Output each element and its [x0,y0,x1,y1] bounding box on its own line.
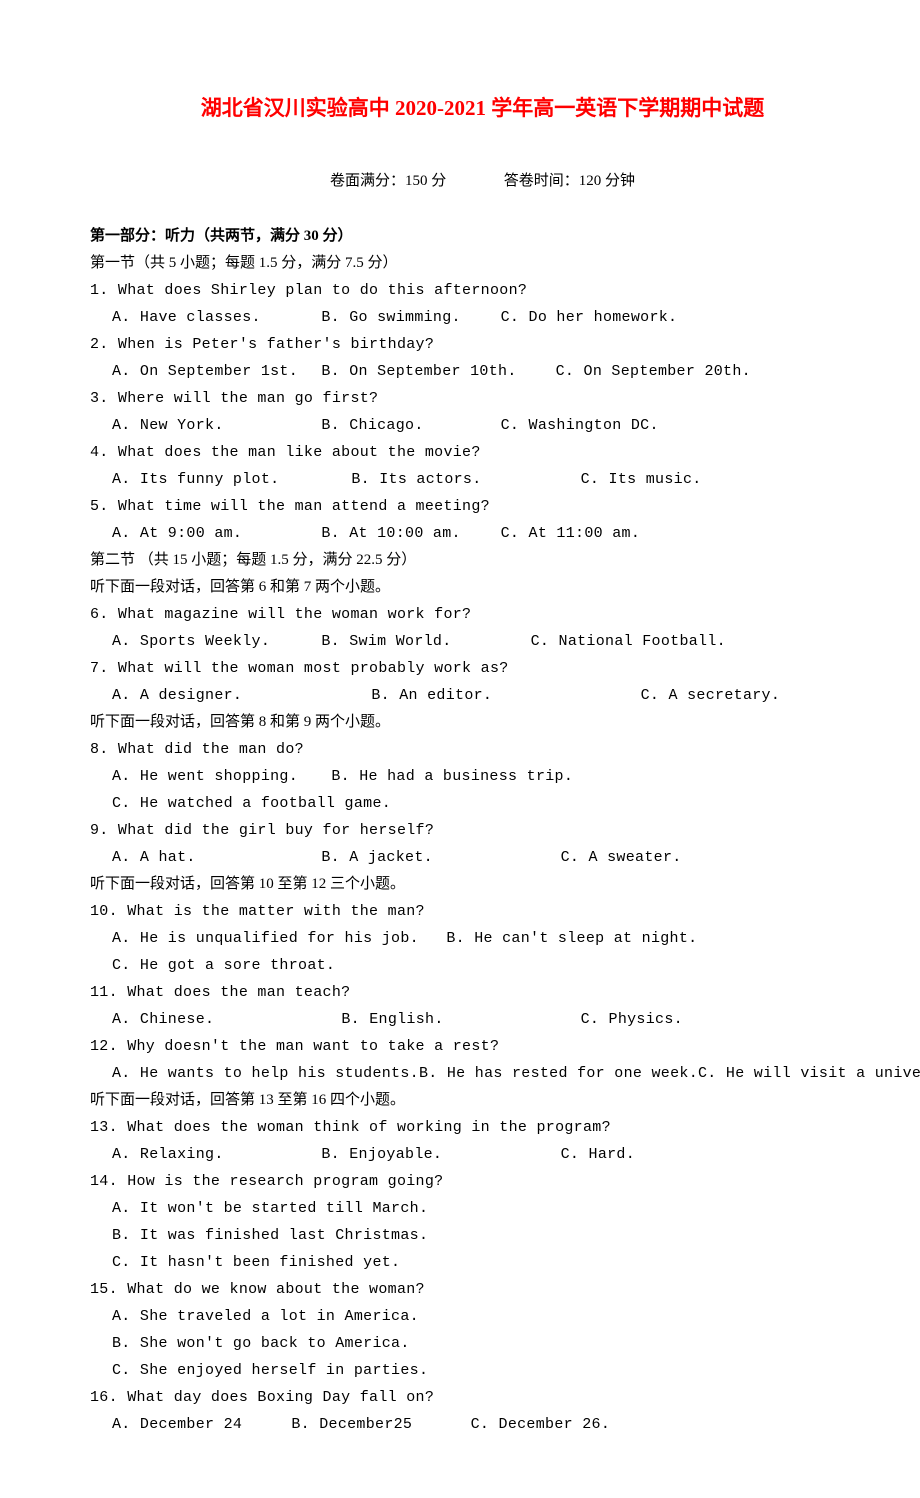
exam-subtitle: 卷面满分：150 分 答卷时间：120 分钟 [90,168,875,195]
q9-option-a: A. A hat. [112,844,312,871]
question-4-options: A. Its funny plot. B. Its actors. C. Its… [90,466,875,493]
q7-option-c: C. A secretary. [641,682,781,709]
q13-option-c: C. Hard. [561,1141,635,1168]
question-14-options: A. It won't be started till March. B. It… [90,1195,875,1276]
question-9-options: A. A hat. B. A jacket. C. A sweater. [90,844,875,871]
question-13-options: A. Relaxing. B. Enjoyable. C. Hard. [90,1141,875,1168]
q4-option-c: C. Its music. [581,466,702,493]
question-10: 10. What is the matter with the man? [90,898,875,925]
question-12: 12. Why doesn't the man want to take a r… [90,1033,875,1060]
q15-option-a: A. She traveled a lot in America. [112,1303,875,1330]
q2-option-a: A. On September 1st. [112,358,312,385]
q5-option-b: B. At 10:00 am. [321,520,491,547]
q6-option-a: A. Sports Weekly. [112,628,312,655]
q15-option-b: B. She won't go back to America. [112,1330,875,1357]
section-2-sub: 第二节 （共 15 小题；每题 1.5 分，满分 22.5 分） [90,547,875,574]
q10-option-b: B. He can't sleep at night. [446,925,726,952]
exam-title: 湖北省汉川实验高中 2020-2021 学年高一英语下学期期中试题 [90,90,875,128]
q6-option-c: C. National Football. [531,628,726,655]
q12-option-b: B. He has rested for one week. [419,1060,698,1087]
instruction-6-7: 听下面一段对话，回答第 6 和第 7 两个小题。 [90,574,875,601]
question-12-options: A. He wants to help his students. B. He … [90,1060,875,1087]
q16-option-b: B. December25 [291,1411,461,1438]
q5-option-c: C. At 11:00 am. [501,520,641,547]
q13-option-a: A. Relaxing. [112,1141,312,1168]
q11-option-c: C. Physics. [581,1006,683,1033]
question-2-options: A. On September 1st. B. On September 10t… [90,358,875,385]
question-4: 4. What does the man like about the movi… [90,439,875,466]
question-3: 3. Where will the man go first? [90,385,875,412]
full-score: 卷面满分：150 分 [330,173,446,189]
q1-option-c: C. Do her homework. [501,304,678,331]
q9-option-c: C. A sweater. [561,844,682,871]
question-7-options: A. A designer. B. An editor. C. A secret… [90,682,875,709]
q2-option-b: B. On September 10th. [321,358,546,385]
q11-option-b: B. English. [341,1006,571,1033]
q1-option-a: A. Have classes. [112,304,312,331]
q15-option-c: C. She enjoyed herself in parties. [112,1357,875,1384]
instruction-8-9: 听下面一段对话，回答第 8 和第 9 两个小题。 [90,709,875,736]
q4-option-a: A. Its funny plot. [112,466,342,493]
question-7: 7. What will the woman most probably wor… [90,655,875,682]
q4-option-b: B. Its actors. [351,466,571,493]
q8-option-b: B. He had a business trip. [331,763,591,790]
q9-option-b: B. A jacket. [321,844,551,871]
question-11: 11. What does the man teach? [90,979,875,1006]
question-15-options: A. She traveled a lot in America. B. She… [90,1303,875,1384]
q14-option-c: C. It hasn't been finished yet. [112,1249,875,1276]
q7-option-a: A. A designer. [112,682,362,709]
question-13: 13. What does the woman think of working… [90,1114,875,1141]
q5-option-a: A. At 9:00 am. [112,520,312,547]
question-6: 6. What magazine will the woman work for… [90,601,875,628]
q12-option-c: C. He will visit a university. [698,1060,920,1087]
question-10-options: A. He is unqualified for his job. B. He … [90,925,875,979]
instruction-13-16: 听下面一段对话，回答第 13 至第 16 四个小题。 [90,1087,875,1114]
section-1-sub: 第一节（共 5 小题；每题 1.5 分，满分 7.5 分） [90,250,875,277]
question-8: 8. What did the man do? [90,736,875,763]
question-11-options: A. Chinese. B. English. C. Physics. [90,1006,875,1033]
question-9: 9. What did the girl buy for herself? [90,817,875,844]
q1-option-b: B. Go swimming. [321,304,491,331]
q14-option-a: A. It won't be started till March. [112,1195,875,1222]
instruction-10-12: 听下面一段对话，回答第 10 至第 12 三个小题。 [90,871,875,898]
question-1-options: A. Have classes. B. Go swimming. C. Do h… [90,304,875,331]
q10-option-a: A. He is unqualified for his job. [112,925,437,952]
q8-option-c: C. He watched a football game. [112,790,391,817]
question-16: 16. What day does Boxing Day fall on? [90,1384,875,1411]
q3-option-c: C. Washington DC. [501,412,659,439]
question-15: 15. What do we know about the woman? [90,1276,875,1303]
question-2: 2. When is Peter's father's birthday? [90,331,875,358]
question-14: 14. How is the research program going? [90,1168,875,1195]
question-8-options: A. He went shopping. B. He had a busines… [90,763,875,817]
q13-option-b: B. Enjoyable. [321,1141,551,1168]
q3-option-b: B. Chicago. [321,412,491,439]
question-1: 1. What does Shirley plan to do this aft… [90,277,875,304]
q7-option-b: B. An editor. [371,682,631,709]
q16-option-a: A. December 24 [112,1411,282,1438]
q11-option-a: A. Chinese. [112,1006,332,1033]
question-5: 5. What time will the man attend a meeti… [90,493,875,520]
question-16-options: A. December 24 B. December25 C. December… [90,1411,875,1438]
q6-option-b: B. Swim World. [321,628,521,655]
question-3-options: A. New York. B. Chicago. C. Washington D… [90,412,875,439]
q14-option-b: B. It was finished last Christmas. [112,1222,875,1249]
section-1-header: 第一部分：听力（共两节，满分 30 分） [90,223,875,250]
q8-option-a: A. He went shopping. [112,763,322,790]
time-limit: 答卷时间：120 分钟 [504,173,635,189]
q12-option-a: A. He wants to help his students. [112,1060,419,1087]
q3-option-a: A. New York. [112,412,312,439]
q10-option-c: C. He got a sore throat. [112,952,335,979]
question-6-options: A. Sports Weekly. B. Swim World. C. Nati… [90,628,875,655]
q2-option-c: C. On September 20th. [556,358,751,385]
q16-option-c: C. December 26. [471,1411,611,1438]
question-5-options: A. At 9:00 am. B. At 10:00 am. C. At 11:… [90,520,875,547]
